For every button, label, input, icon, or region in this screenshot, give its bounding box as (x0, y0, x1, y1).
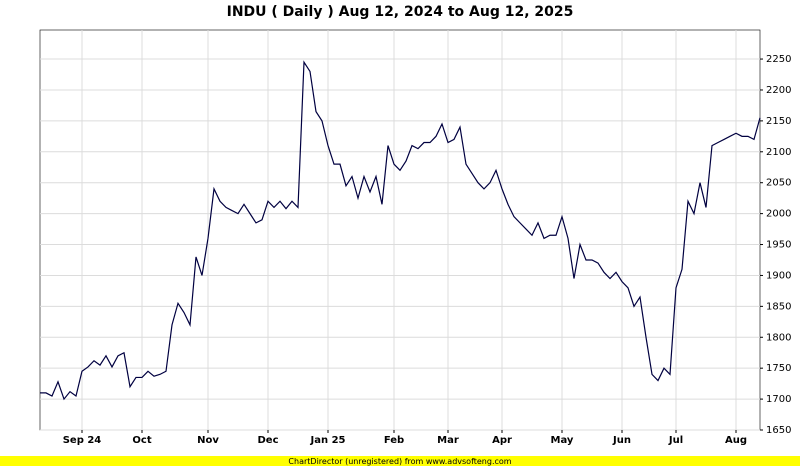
x-tick-label: Apr (492, 435, 512, 446)
y-tick-label: 1750 (766, 363, 791, 374)
y-tick-label: 1800 (766, 332, 791, 343)
y-tick-label: 1850 (766, 301, 791, 312)
y-tick-label: 2150 (766, 116, 791, 127)
y-tick-label: 1950 (766, 240, 791, 251)
y-tick-label: 1700 (766, 394, 791, 405)
x-tick-label: Sep 24 (63, 435, 102, 446)
x-tick-label: Jul (668, 435, 683, 446)
y-tick-label: 2050 (766, 178, 791, 189)
x-tick-label: Oct (132, 435, 151, 446)
footer-text: ChartDirector (unregistered) from www.ad… (288, 457, 511, 466)
y-tick-label: 1650 (766, 425, 791, 436)
y-tick-label: 2200 (766, 85, 791, 96)
x-tick-label: Nov (197, 435, 219, 446)
footer-bar (0, 456, 800, 466)
x-tick-label: Jan 25 (310, 435, 346, 446)
y-tick-label: 2000 (766, 209, 791, 220)
x-tick-label: Aug (725, 435, 747, 446)
x-tick-label: Dec (257, 435, 278, 446)
x-tick-label: Jun (612, 435, 631, 446)
data-line (40, 60, 761, 401)
x-tick-label: Feb (384, 435, 404, 446)
y-tick-label: 2250 (766, 54, 791, 65)
y-tick-label: 1900 (766, 270, 791, 281)
plot-area (39, 29, 761, 431)
y-tick-label: 2100 (766, 147, 791, 158)
x-tick-label: Mar (437, 435, 459, 446)
chart-title: INDU ( Daily ) Aug 12, 2024 to Aug 12, 2… (227, 4, 574, 20)
x-tick-label: May (551, 435, 574, 446)
